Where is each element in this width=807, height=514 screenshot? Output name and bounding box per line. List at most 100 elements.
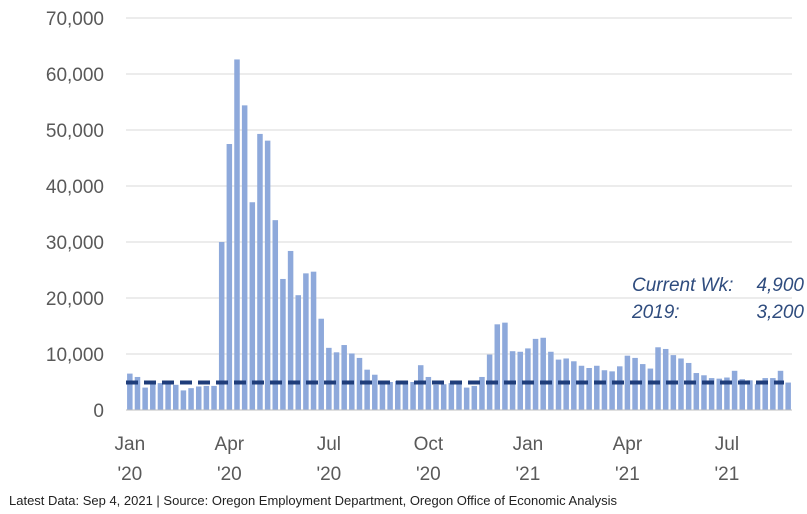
annotation-2019-label: 2019: (631, 302, 680, 323)
bar (440, 384, 447, 410)
bar (578, 365, 585, 410)
bar (471, 385, 478, 410)
bar (303, 273, 309, 410)
bar (234, 59, 240, 410)
x-tick-label-month: Jan (513, 434, 544, 455)
annotation-current-label: Current Wk: (632, 275, 733, 296)
x-tick-label-year: '20 (416, 464, 441, 485)
bar (150, 384, 156, 410)
source-footnote: Latest Data: Sep 4, 2021 | Source: Orego… (9, 493, 617, 508)
y-tick-label: 60,000 (46, 65, 104, 86)
bar (173, 384, 179, 410)
bar (364, 369, 370, 410)
bar (134, 376, 141, 410)
bar (617, 366, 623, 410)
bar (387, 382, 393, 410)
bar (326, 347, 332, 410)
bar-series (127, 59, 791, 411)
bar (777, 370, 784, 410)
x-tick-label-year: '21 (615, 464, 640, 485)
bar (655, 347, 661, 410)
bar (555, 359, 562, 410)
bar (425, 376, 432, 410)
bar (754, 384, 761, 410)
annotation-current-value: 4,900 (756, 275, 804, 296)
bar (410, 382, 416, 410)
bar (502, 322, 508, 410)
bar (264, 140, 271, 410)
bar (295, 295, 301, 410)
bar (226, 144, 233, 410)
x-tick-label-month: Oct (414, 434, 444, 455)
bar (762, 378, 768, 410)
bar (318, 318, 324, 410)
bar (601, 370, 608, 410)
bar (180, 390, 187, 410)
bar (433, 384, 439, 410)
y-tick-label: 20,000 (46, 289, 104, 310)
x-axis-tick-labels: Jan '20 Apr '20 Jul '20 Oct '20 Jan '21 Apr '21 Jul '… (115, 434, 740, 485)
bar (724, 377, 730, 410)
bar (448, 383, 455, 410)
x-tick-label-year: '20 (217, 464, 242, 485)
bar (609, 371, 615, 410)
y-tick-label: 30,000 (46, 233, 104, 254)
bar (693, 373, 700, 410)
x-tick-label-month: Jul (317, 434, 341, 455)
bar (647, 368, 654, 410)
bar (525, 348, 531, 410)
bar (540, 337, 546, 410)
y-tick-label: 70,000 (46, 9, 104, 30)
bar (188, 388, 194, 410)
bar (739, 379, 745, 410)
bar (532, 338, 539, 410)
bar (218, 242, 225, 410)
bar (494, 324, 501, 410)
bar (594, 365, 600, 410)
bar (249, 202, 256, 410)
bar (456, 383, 462, 410)
annotation: Current Wk: 4,900 2019: 3,200 (631, 275, 804, 323)
gridlines (126, 17, 792, 355)
bar (395, 380, 401, 410)
bar (716, 378, 723, 410)
bar (624, 355, 631, 410)
bar (272, 220, 279, 410)
bar (517, 351, 523, 410)
bar (571, 361, 577, 410)
bar (287, 250, 294, 410)
bar (280, 278, 286, 410)
bar (257, 133, 263, 411)
bar (708, 378, 715, 410)
bar (356, 357, 363, 410)
bar (310, 271, 317, 410)
bar (662, 348, 669, 410)
x-tick-label-year: '20 (316, 464, 341, 485)
bar (203, 385, 210, 410)
bar (372, 374, 378, 410)
bar (701, 375, 707, 410)
bar (479, 376, 485, 410)
bar (341, 345, 347, 410)
bar (127, 373, 133, 410)
bar (195, 386, 202, 410)
bar (731, 370, 738, 410)
y-tick-label: 0 (93, 401, 104, 422)
bar (685, 362, 692, 410)
x-tick-label-month: Jul (715, 434, 739, 455)
bar (402, 380, 409, 410)
y-tick-label: 50,000 (46, 121, 104, 142)
x-tick-label-year: '21 (516, 464, 541, 485)
bar (157, 383, 164, 410)
bar (586, 368, 592, 410)
x-tick-label-month: Apr (613, 434, 643, 455)
annotation-2019-value: 3,200 (756, 302, 804, 323)
bar (770, 378, 776, 410)
x-tick-label-month: Apr (215, 434, 245, 455)
bar (417, 365, 424, 410)
bar (463, 387, 470, 410)
y-axis-tick-labels: 0 10,000 20,000 30,000 40,000 50,000 60,000 70,… (46, 9, 104, 422)
bar (333, 352, 340, 410)
